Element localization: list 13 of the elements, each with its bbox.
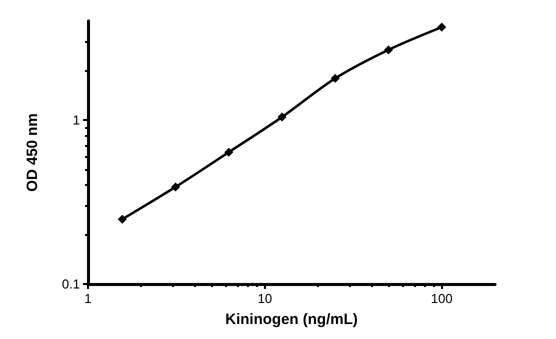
- point: [118, 214, 127, 224]
- x-tick-label: 100: [430, 291, 453, 306]
- x-tick-label: 1: [84, 291, 92, 306]
- point: [278, 112, 287, 122]
- point: [384, 45, 394, 54]
- x-tick-label: 10: [258, 291, 272, 306]
- y-axis-title: OD 450 nm: [24, 113, 41, 192]
- point: [437, 22, 446, 32]
- point: [224, 148, 234, 157]
- point: [330, 74, 340, 83]
- x-axis-title: Kininogen (ng/mL): [225, 311, 358, 328]
- point: [171, 182, 180, 192]
- y-tick-label: 0.1: [62, 276, 80, 292]
